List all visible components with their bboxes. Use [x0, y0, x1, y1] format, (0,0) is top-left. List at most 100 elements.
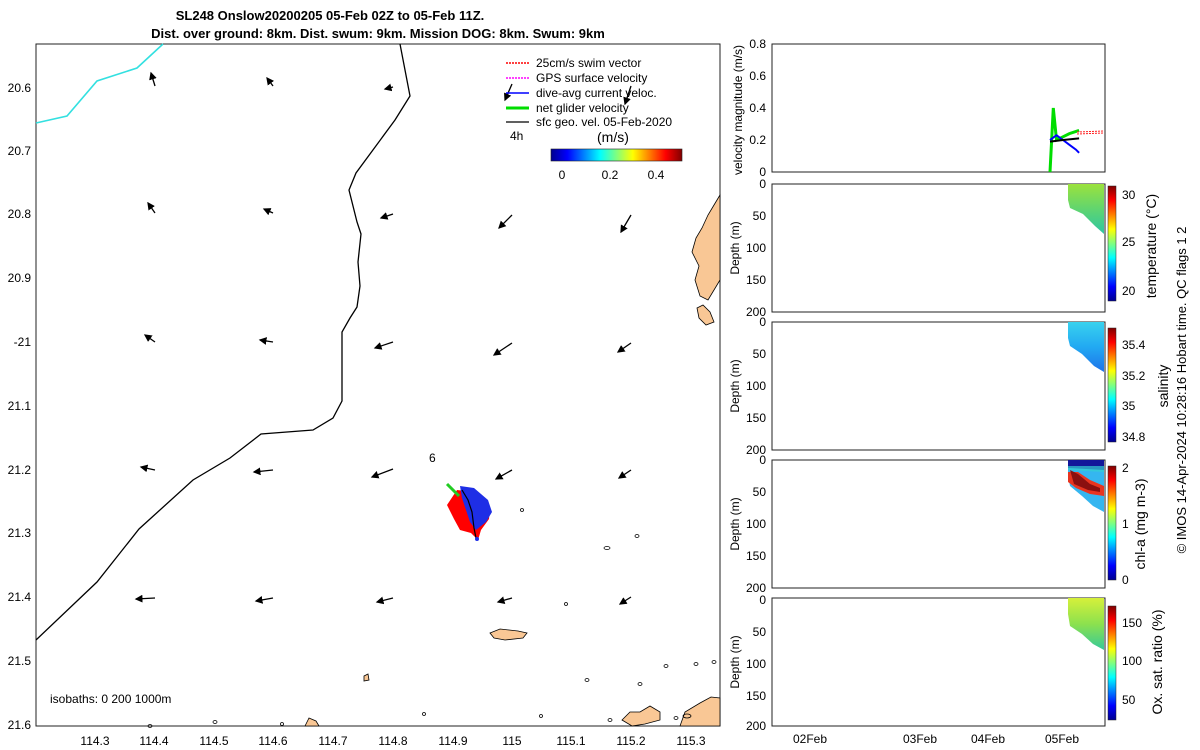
map-legend: 25cm/s swim vector GPS surface velocity … [506, 56, 683, 182]
legend-gps: GPS surface velocity [536, 71, 647, 85]
temperature-cbtick: 25 [1122, 235, 1136, 249]
lat-tick: -21 [14, 335, 32, 349]
velocity-arrow [139, 464, 156, 473]
time-tick: 02Feb [793, 732, 827, 746]
salinity-cbtick: 34.8 [1122, 430, 1146, 444]
temperature-cblabel: temperature (°C) [1143, 194, 1159, 298]
time-tick: 03Feb [903, 732, 937, 746]
surface-velocity-arrows [134, 71, 632, 605]
swim-vector-trace [1076, 130, 1105, 135]
title-line1: SL248 Onslow20200205 05-Feb 02Z to 05-Fe… [176, 8, 485, 23]
velocity-ytick: 0.4 [749, 101, 766, 115]
velocity-arrow [370, 468, 394, 479]
colorbar-tick: 0 [559, 168, 566, 182]
legend-dive-avg: dive-avg current veloc. [536, 86, 657, 100]
land-patch [691, 193, 721, 301]
depth-tick: 100 [746, 241, 766, 255]
chla-cblabel: chl-a (mg m-3) [1132, 478, 1148, 569]
small-islands [147, 508, 717, 728]
depth-tick: 100 [746, 657, 766, 671]
lat-tick: 21.6 [8, 718, 32, 732]
lon-tick: 114.4 [139, 734, 168, 748]
chla-panel: 0 50 100 150 200 Depth (m) 2 1 0 chl-a (… [728, 453, 1148, 595]
velocity-arrow [492, 342, 513, 356]
velocity-ytick: 0.2 [749, 133, 766, 147]
depth-tick: 200 [746, 719, 766, 733]
oxygen-cbticks: 150 100 50 [1122, 616, 1142, 707]
lat-tick: 21.4 [8, 590, 32, 604]
velocity-panel: 0 0.2 0.4 0.6 0.8 velocity magnitude (m/… [731, 37, 1106, 179]
lat-tick: 21.2 [8, 463, 32, 477]
lon-tick: 114.8 [378, 734, 407, 748]
oxygen-cbtick: 100 [1122, 654, 1142, 668]
title-line2: Dist. over ground: 8km. Dist. swum: 9km.… [151, 26, 605, 41]
depth-tick: 200 [746, 443, 766, 457]
lat-tick: 21.5 [8, 654, 32, 668]
glider-track [445, 482, 492, 541]
lon-tick: 115.3 [676, 734, 705, 748]
velocity-ylabel: velocity magnitude (m/s) [731, 45, 745, 175]
velocity-arrow [134, 594, 156, 603]
salinity-ylabel: Depth (m) [728, 359, 742, 412]
velocity-arrow [258, 337, 274, 345]
land-patch [621, 705, 661, 727]
isobath-line [35, 43, 411, 641]
legend-net: net glider velocity [536, 101, 629, 115]
depth-tick: 0 [759, 453, 766, 467]
velocity-ytick: 0.6 [749, 69, 766, 83]
salinity-panel: 0 50 100 150 200 Depth (m) 35.4 35.2 35 … [728, 315, 1171, 457]
chla-ylabel: Depth (m) [728, 497, 742, 550]
legend-swim: 25cm/s swim vector [536, 56, 641, 70]
velocity-arrow [623, 85, 632, 106]
velocity-arrow [494, 469, 513, 480]
land-patch [363, 673, 370, 682]
lon-tick: 115.1 [556, 734, 585, 748]
velocity-arrow [504, 83, 513, 102]
salinity-cbtick: 35.2 [1122, 369, 1146, 383]
lat-tick: 20.7 [8, 144, 32, 158]
velocity-series-line [1049, 133, 1080, 154]
velocity-arrow [498, 214, 513, 229]
oxygen-cbtick: 50 [1122, 693, 1136, 707]
depth-tick: 150 [746, 273, 766, 287]
velocity-arrow [147, 201, 156, 214]
depth-tick: 50 [753, 347, 767, 361]
land-patch [679, 696, 721, 727]
oxygen-colorbar [1107, 605, 1117, 721]
chla-colorbar [1107, 465, 1117, 581]
depth-tick: 0 [759, 177, 766, 191]
chla-section [1068, 460, 1104, 512]
depth-tick: 150 [746, 689, 766, 703]
temperature-cbtick: 20 [1122, 284, 1136, 298]
map-marker-label: 6 [429, 451, 436, 465]
temperature-colorbar [1107, 185, 1117, 302]
temperature-section [1068, 184, 1104, 234]
velocity-arrow [496, 596, 513, 604]
legend-sfc: sfc geo. vel. 05-Feb-2020 [536, 115, 672, 129]
temperature-yticks: 0 50 100 150 200 [746, 177, 766, 319]
colorbar-tick: 0.4 [648, 168, 665, 182]
depth-tick: 0 [759, 315, 766, 329]
chla-yticks: 0 50 100 150 200 [746, 453, 766, 595]
temperature-cbtick: 30 [1122, 188, 1136, 202]
depth-tick: 50 [753, 209, 767, 223]
land-patch [696, 304, 715, 326]
depth-tick: 50 [753, 485, 767, 499]
velocity-arrow [254, 596, 274, 604]
speed-colorbar [550, 148, 683, 162]
salinity-yticks: 0 50 100 150 200 [746, 315, 766, 457]
lon-tick: 114.7 [318, 734, 347, 748]
lon-tick: 114.9 [438, 734, 467, 748]
lat-tick: 21.1 [8, 399, 32, 413]
velocity-yticks: 0 0.2 0.4 0.6 0.8 [749, 37, 766, 179]
velocity-arrow [375, 596, 394, 605]
temperature-panel: 0 50 100 150 200 Depth (m) 30 25 20 temp… [728, 177, 1159, 319]
depth-tick: 200 [746, 305, 766, 319]
colorbar-tick: 0.2 [602, 168, 619, 182]
oxygen-ylabel: Depth (m) [728, 635, 742, 688]
depth-tick: 200 [746, 581, 766, 595]
chla-cbtick: 1 [1122, 517, 1129, 531]
velocity-ytick: 0.8 [749, 37, 766, 51]
velocity-arrow [383, 83, 394, 92]
depth-tick: 100 [746, 379, 766, 393]
